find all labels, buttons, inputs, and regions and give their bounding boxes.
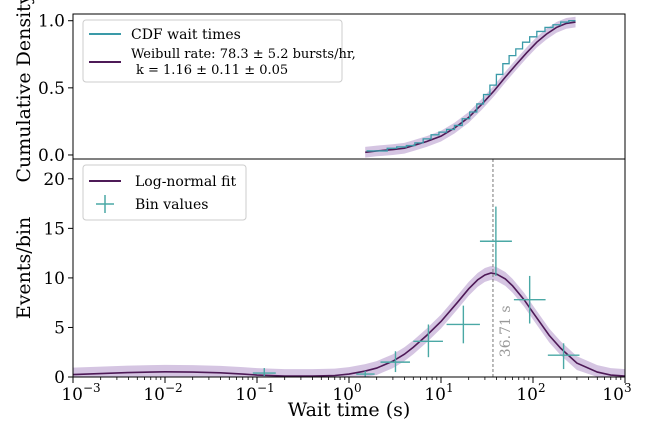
cdf-step-line bbox=[366, 20, 576, 152]
bottom-legend-box bbox=[82, 164, 247, 221]
legend-cdf-label: CDF wait times bbox=[131, 27, 241, 43]
legend-bins-label: Bin values bbox=[135, 197, 208, 213]
bottom-xticks: 10−3 10−2 10−1 100 101 102 103 bbox=[61, 377, 632, 405]
bottom-panel: 36.71 s Events/bin Wait time (s) 0 5 10 15 2… bbox=[13, 158, 632, 421]
bottom-xtick-label: 103 bbox=[602, 381, 631, 405]
bottom-xtick-label: 10−3 bbox=[61, 381, 100, 405]
bottom-ylabel: Events/bin bbox=[13, 217, 35, 319]
bottom-xtick-label: 101 bbox=[424, 381, 453, 405]
bin-value-marker bbox=[547, 343, 580, 370]
hist-plot-area: 36.71 s bbox=[72, 159, 626, 377]
top-ytick-label: 1.0 bbox=[38, 12, 65, 32]
legend-weibull-label-line1: Weibull rate: 78.3 ± 5.2 bursts/hr, bbox=[131, 47, 356, 62]
bin-value-marker bbox=[479, 206, 512, 276]
legend-lognormal-label: Log-normal fit bbox=[135, 174, 236, 190]
bin-value-marker bbox=[513, 275, 546, 324]
bottom-xtick-label: 10−1 bbox=[235, 381, 274, 405]
top-yticks: 0.0 0.5 1.0 bbox=[38, 12, 73, 166]
bin-value-marker bbox=[356, 371, 375, 377]
bottom-xtick-label: 10−2 bbox=[143, 381, 182, 405]
bottom-ytick-label: 15 bbox=[43, 219, 65, 239]
bottom-ytick-label: 0 bbox=[54, 368, 65, 388]
bottom-xlabel: Wait time (s) bbox=[288, 399, 411, 421]
bottom-legend: Log-normal fit Bin values bbox=[82, 164, 247, 221]
bottom-yticks: 0 5 10 15 20 bbox=[43, 170, 73, 388]
bin-value-marker bbox=[413, 324, 443, 358]
legend-weibull-label-line2: k = 1.16 ± 0.11 ± 0.05 bbox=[136, 63, 288, 78]
bottom-ytick-label: 10 bbox=[43, 269, 65, 289]
weibull-fit-line bbox=[365, 21, 576, 154]
top-ytick-label: 0.0 bbox=[38, 146, 65, 166]
bin-value-marker bbox=[252, 368, 276, 377]
bottom-xtick-label: 102 bbox=[516, 381, 545, 405]
weibull-confidence-band bbox=[365, 16, 576, 158]
top-legend: CDF wait times Weibull rate: 78.3 ± 5.2 … bbox=[82, 19, 356, 83]
bin-value-marker bbox=[446, 305, 480, 344]
lognormal-confidence-band bbox=[73, 266, 625, 377]
bottom-ytick-label: 20 bbox=[43, 170, 65, 190]
bin-value-marker bbox=[380, 351, 410, 373]
top-panel: Cumulative Density 0.0 0.5 1.0 CDF wait ti… bbox=[13, 0, 626, 183]
top-ylabel: Cumulative Density bbox=[13, 0, 35, 183]
cdf-plot-area bbox=[365, 16, 576, 158]
top-ytick-label: 0.5 bbox=[38, 79, 65, 99]
top-legend-box bbox=[82, 19, 343, 83]
bottom-xtick-label: 100 bbox=[332, 381, 361, 405]
bottom-ytick-label: 5 bbox=[54, 318, 65, 338]
peak-annotation: 36.71 s bbox=[498, 305, 514, 357]
lognormal-fit-line bbox=[72, 272, 626, 377]
